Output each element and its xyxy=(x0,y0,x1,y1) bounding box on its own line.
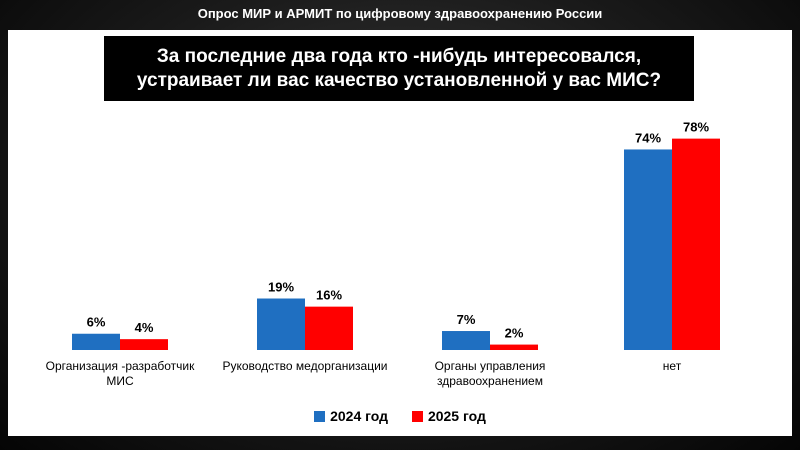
data-label-2025-2: 2% xyxy=(505,326,524,341)
bar-2024-1 xyxy=(257,298,305,350)
category-label-0: Организация -разработчик МИС xyxy=(46,359,196,388)
category-label-1: Руководство медорганизации xyxy=(222,359,387,373)
data-label-2025-0: 4% xyxy=(135,320,154,335)
slide-header: Опрос МИР и АРМИТ по цифровому здравоохр… xyxy=(197,6,603,21)
bar-2024-0 xyxy=(72,333,120,350)
bar-2025-2 xyxy=(490,344,538,350)
data-label-2024-2: 7% xyxy=(457,312,476,327)
legend-item-2024: 2024 год xyxy=(314,408,388,424)
bar-2025-0 xyxy=(120,339,168,350)
data-label-2024-1: 19% xyxy=(268,280,294,295)
category-label-3: нет xyxy=(663,359,682,373)
chart-question-box: За последние два года кто -нибудь интере… xyxy=(104,36,694,101)
bar-2025-3 xyxy=(672,138,720,350)
legend-label-2024: 2024 год xyxy=(330,408,389,424)
legend-item-2025: 2025 год xyxy=(411,408,486,424)
question-line-1: За последние два года кто -нибудь интере… xyxy=(156,46,642,67)
bar-2024-2 xyxy=(442,331,490,350)
data-label-2025-3: 78% xyxy=(683,120,709,135)
data-label-2025-1: 16% xyxy=(316,288,342,303)
legend-swatch-2024 xyxy=(314,410,326,422)
category-label-2: Органы управления здравоохранением xyxy=(435,359,546,388)
question-line-2: устраивает ли вас качество установленной… xyxy=(136,70,662,91)
bar-2025-1 xyxy=(305,306,353,350)
data-label-2024-0: 6% xyxy=(87,315,106,330)
data-label-2024-3: 74% xyxy=(635,130,661,145)
legend-label-2025: 2025 год xyxy=(427,408,486,424)
chart-legend: 2024 год 2025 год xyxy=(0,408,800,425)
bar-2024-3 xyxy=(624,149,672,350)
legend-swatch-2025 xyxy=(411,410,423,422)
